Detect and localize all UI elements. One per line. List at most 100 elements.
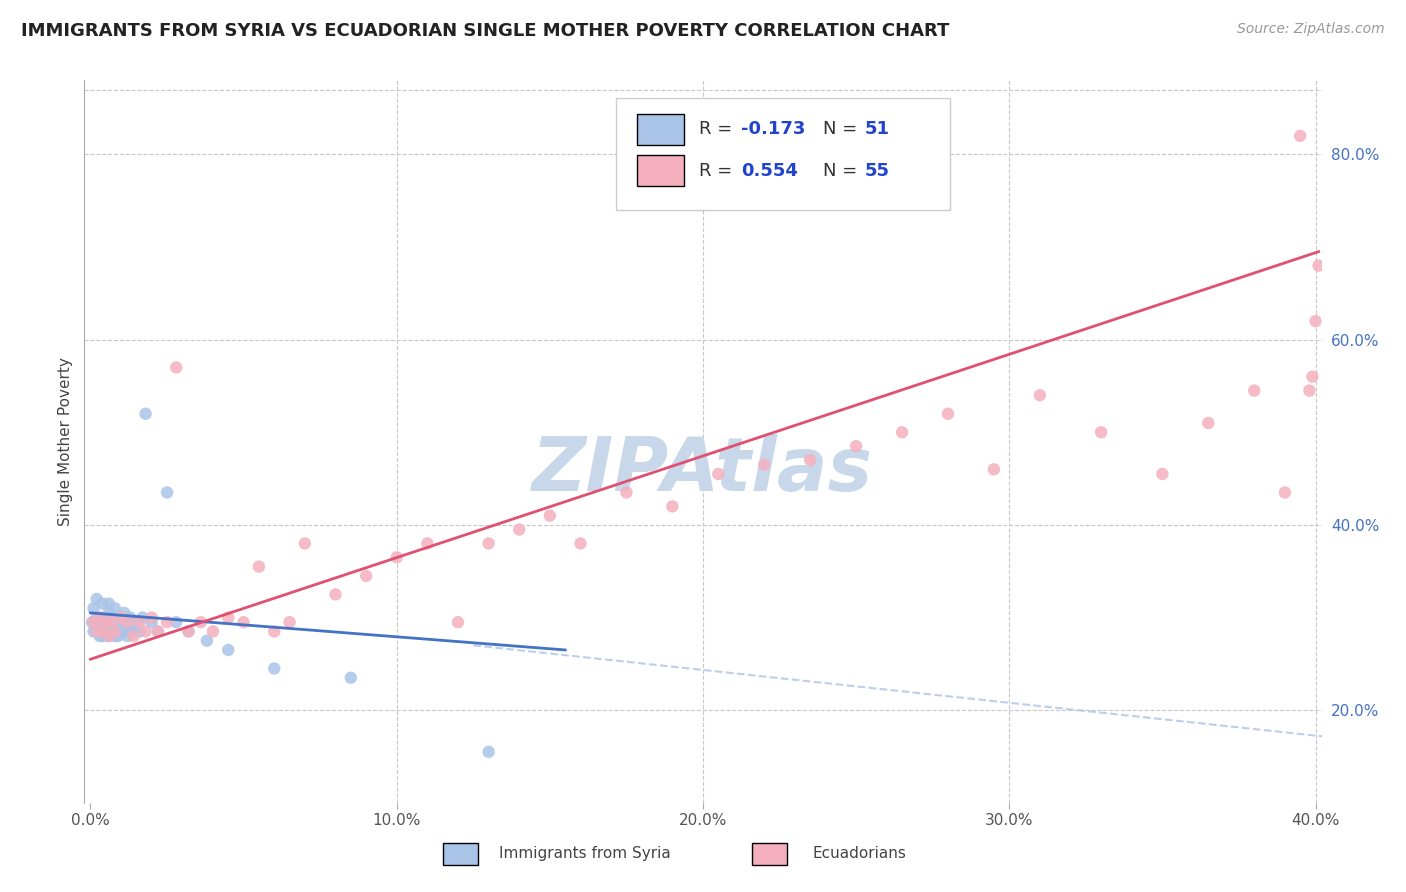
Point [1274, 485, 1296, 500]
Text: ZIPAtlas: ZIPAtlas [533, 434, 873, 507]
Text: N =: N = [823, 120, 863, 138]
Point [94, 624, 117, 639]
Point [447, 615, 470, 630]
Point [135, 407, 157, 421]
Point [478, 745, 501, 759]
Text: Source: ZipAtlas.com: Source: ZipAtlas.com [1237, 22, 1385, 37]
Point [165, 615, 187, 630]
Point [91, 597, 114, 611]
Point [112, 606, 135, 620]
Point [89, 610, 111, 624]
Point [156, 615, 179, 630]
Point [110, 615, 132, 630]
Point [86, 624, 108, 639]
Point [83, 624, 105, 639]
Point [83, 615, 105, 630]
FancyBboxPatch shape [637, 114, 685, 145]
Point [661, 500, 683, 514]
Point [1305, 314, 1327, 328]
Point [122, 629, 145, 643]
Point [141, 615, 163, 630]
Point [91, 629, 114, 643]
Point [115, 615, 138, 630]
FancyBboxPatch shape [637, 155, 685, 186]
Point [177, 624, 200, 639]
Text: IMMIGRANTS FROM SYRIA VS ECUADORIAN SINGLE MOTHER POVERTY CORRELATION CHART: IMMIGRANTS FROM SYRIA VS ECUADORIAN SING… [21, 22, 949, 40]
Point [125, 615, 148, 630]
Text: R =: R = [699, 120, 738, 138]
Point [135, 624, 157, 639]
Point [94, 615, 117, 630]
Point [86, 624, 108, 639]
Y-axis label: Single Mother Poverty: Single Mother Poverty [58, 357, 73, 526]
Point [416, 536, 439, 550]
Point [146, 624, 169, 639]
Point [845, 439, 868, 453]
Point [131, 610, 153, 624]
Point [156, 485, 179, 500]
Point [325, 587, 347, 601]
Point [97, 606, 120, 620]
Point [97, 597, 120, 611]
Point [1301, 369, 1323, 384]
Point [97, 629, 120, 643]
Text: 55: 55 [865, 161, 890, 179]
Point [89, 610, 111, 624]
Point [891, 425, 914, 440]
Point [104, 629, 127, 643]
Point [89, 629, 111, 643]
Point [263, 661, 285, 675]
Point [936, 407, 959, 421]
Point [354, 569, 377, 583]
Point [799, 453, 821, 467]
Point [101, 615, 124, 630]
Text: Immigrants from Syria: Immigrants from Syria [499, 847, 671, 861]
Point [101, 615, 124, 630]
Text: R =: R = [699, 161, 738, 179]
Point [1029, 388, 1052, 402]
Text: 51: 51 [865, 120, 890, 138]
Point [232, 615, 254, 630]
Point [278, 615, 301, 630]
Point [294, 536, 316, 550]
Point [122, 624, 145, 639]
Point [104, 601, 127, 615]
Point [195, 633, 218, 648]
Point [263, 624, 285, 639]
Point [83, 601, 105, 615]
Point [1090, 425, 1112, 440]
Point [104, 624, 127, 639]
Point [110, 610, 132, 624]
Point [86, 610, 108, 624]
Point [217, 643, 239, 657]
Point [247, 559, 270, 574]
Text: -0.173: -0.173 [741, 120, 806, 138]
Point [165, 360, 187, 375]
Point [1197, 416, 1219, 430]
Point [101, 610, 124, 624]
Point [508, 523, 530, 537]
Point [177, 624, 200, 639]
Point [128, 615, 150, 630]
Point [97, 610, 120, 624]
Point [91, 615, 114, 630]
Point [141, 610, 163, 624]
Point [128, 624, 150, 639]
Point [754, 458, 776, 472]
Point [120, 624, 142, 639]
Point [707, 467, 730, 481]
Point [110, 610, 132, 624]
Point [94, 610, 117, 624]
Point [107, 615, 129, 630]
Point [91, 624, 114, 639]
Point [190, 615, 212, 630]
Point [86, 592, 108, 607]
Point [115, 629, 138, 643]
Point [1243, 384, 1265, 398]
Text: 0.554: 0.554 [741, 161, 799, 179]
Point [201, 624, 224, 639]
Point [217, 610, 239, 624]
Point [1289, 128, 1312, 143]
Point [97, 629, 120, 643]
Point [101, 624, 124, 639]
